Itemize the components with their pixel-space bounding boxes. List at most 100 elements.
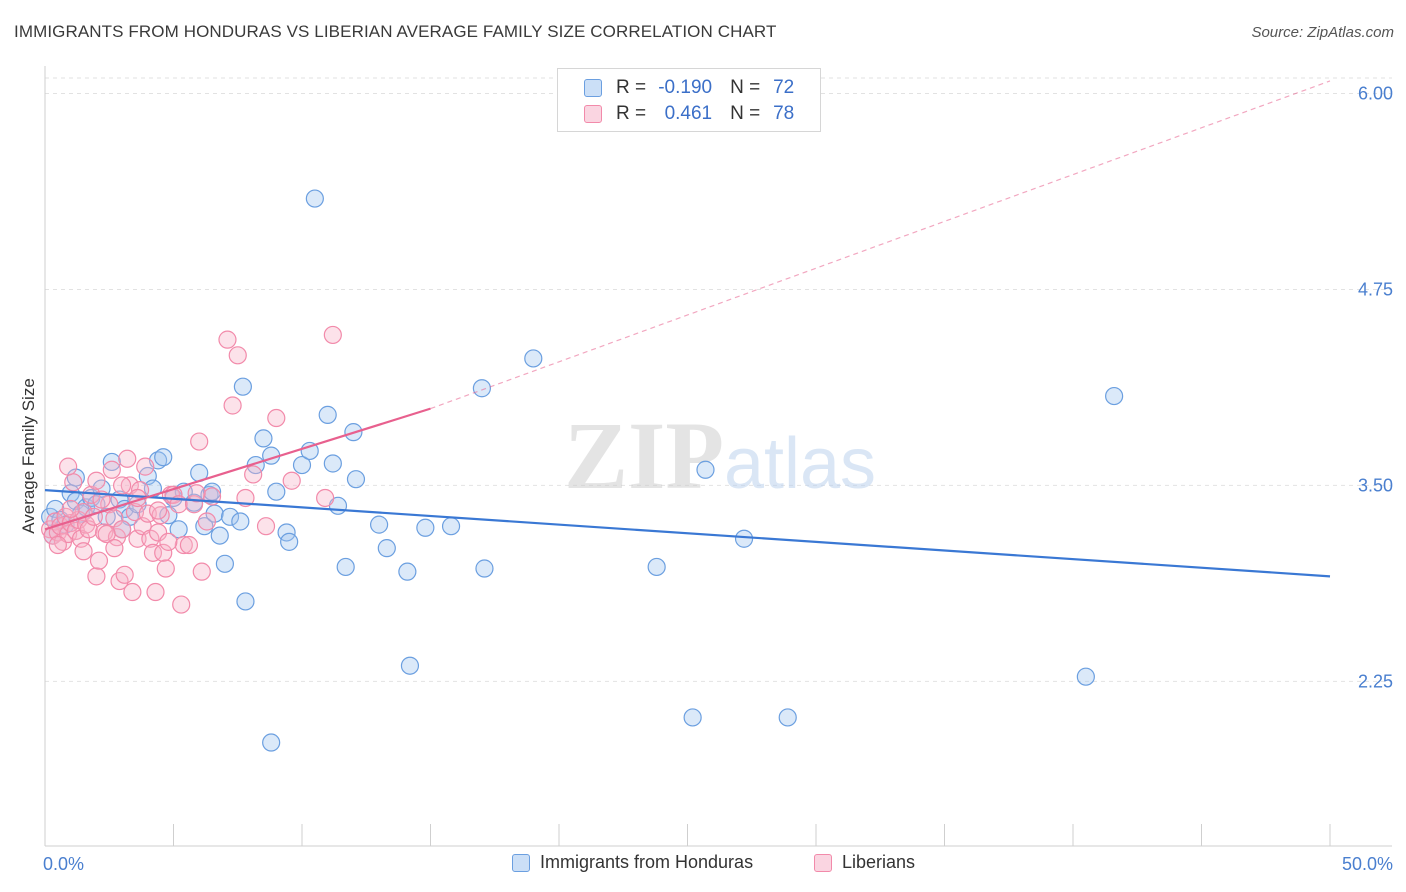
liberians-point xyxy=(323,325,342,345)
liberians-point xyxy=(123,582,142,602)
honduras-point xyxy=(233,377,252,396)
liberians-point xyxy=(48,535,67,555)
liberians-point xyxy=(223,396,242,415)
honduras-point xyxy=(475,559,494,578)
honduras-point xyxy=(205,504,224,523)
honduras-point xyxy=(441,517,461,536)
honduras-point xyxy=(472,379,491,398)
liberians-point xyxy=(159,532,178,551)
legend-r-label: R = xyxy=(616,103,647,124)
honduras-point xyxy=(305,189,324,208)
liberians-point xyxy=(228,346,247,365)
liberians-point xyxy=(115,565,134,584)
chart-title: IMMIGRANTS FROM HONDURAS VS LIBERIAN AVE… xyxy=(14,22,777,41)
liberians-point xyxy=(112,520,132,539)
liberians-point xyxy=(87,567,106,586)
liberians-point xyxy=(192,562,211,581)
honduras-point xyxy=(524,349,543,368)
honduras-point xyxy=(336,557,355,577)
liberians-trend-extension xyxy=(430,80,1331,410)
legend-row-liberians: R = 0.461 N = 78 xyxy=(584,102,794,126)
legend-r-value-liberians: 0.461 xyxy=(664,103,713,124)
watermark-zip: ZIP xyxy=(564,402,724,509)
honduras-point xyxy=(398,562,417,581)
legend-swatch-liberians xyxy=(584,105,602,123)
bottom-legend-honduras: Immigrants from Honduras xyxy=(512,852,753,873)
legend-n-value-honduras: 72 xyxy=(773,77,795,98)
liberians-point xyxy=(187,484,206,503)
liberians-point xyxy=(148,501,168,520)
liberians-point xyxy=(316,488,335,508)
honduras-point xyxy=(323,454,342,473)
honduras-point xyxy=(346,470,366,489)
correlation-legend: R = -0.190 N = 72 R = 0.461 N = 78 xyxy=(557,68,821,132)
bottom-legend-liberians: Liberians xyxy=(814,852,915,873)
x-tick-label-max: 50.0% xyxy=(1342,854,1393,874)
legend-row-honduras: R = -0.190 N = 72 xyxy=(584,76,794,100)
honduras-point xyxy=(1105,386,1124,406)
honduras-point xyxy=(236,592,255,611)
y-tick-label: 2.25 xyxy=(1358,671,1393,691)
liberians-point xyxy=(136,457,155,476)
honduras-point xyxy=(1076,667,1095,686)
y-axis-label: Average Family Size xyxy=(19,378,38,534)
liberians-point xyxy=(156,559,175,578)
tick-labels: 2.25 3.50 4.75 6.00 0.0% 50.0% xyxy=(43,84,1393,874)
bottom-legend-label-liberians: Liberians xyxy=(842,852,916,872)
liberians-point xyxy=(105,539,124,558)
trend-lines xyxy=(44,80,1331,578)
honduras-point xyxy=(267,482,286,501)
honduras-point xyxy=(262,733,281,752)
honduras-point xyxy=(734,529,754,548)
honduras-point xyxy=(210,526,229,545)
liberians-point xyxy=(190,432,209,451)
axes xyxy=(44,66,1392,847)
legend-n-label: N = xyxy=(730,77,761,98)
series-liberians-points xyxy=(41,325,342,614)
y-tick-label: 3.50 xyxy=(1358,475,1393,495)
honduras-trend-line xyxy=(44,489,1331,578)
honduras-point xyxy=(647,557,666,577)
liberians-point xyxy=(89,551,109,570)
honduras-point xyxy=(370,515,389,534)
liberians-point xyxy=(154,543,173,562)
x-tick-label-min: 0.0% xyxy=(43,854,84,874)
liberians-point xyxy=(197,512,217,531)
liberians-point xyxy=(218,330,237,349)
honduras-point xyxy=(377,539,396,558)
honduras-point xyxy=(215,554,234,573)
honduras-point xyxy=(280,532,299,551)
liberians-trend-line xyxy=(44,407,431,531)
y-tick-label: 6.00 xyxy=(1358,84,1393,104)
liberians-point xyxy=(282,471,301,490)
y-tick-label: 4.75 xyxy=(1358,279,1393,299)
honduras-point xyxy=(292,455,312,475)
honduras-point xyxy=(400,656,420,675)
liberians-point xyxy=(146,582,165,602)
liberians-point xyxy=(143,543,163,562)
liberians-point xyxy=(87,471,106,490)
liberians-point xyxy=(97,524,116,544)
liberians-point xyxy=(74,542,93,561)
honduras-point xyxy=(154,448,173,467)
liberians-point xyxy=(112,476,132,495)
liberians-point xyxy=(179,535,199,555)
liberians-point xyxy=(244,465,263,484)
watermark-atlas: atlas xyxy=(724,424,876,504)
legend-n-label: N = xyxy=(730,103,761,124)
legend-n-value-liberians: 78 xyxy=(773,103,795,124)
honduras-point xyxy=(696,460,715,479)
honduras-point xyxy=(231,512,250,531)
liberians-point xyxy=(174,535,193,555)
watermark: ZIPatlas xyxy=(564,402,876,509)
liberians-point xyxy=(61,499,80,519)
legend-r-label: R = xyxy=(616,77,647,98)
liberians-point xyxy=(267,408,286,428)
honduras-point xyxy=(318,405,337,424)
bottom-legend-swatch-liberians xyxy=(814,853,832,872)
liberians-point xyxy=(102,460,121,479)
honduras-point xyxy=(195,517,214,536)
liberians-point xyxy=(172,595,191,614)
legend-swatch-honduras xyxy=(584,79,602,97)
